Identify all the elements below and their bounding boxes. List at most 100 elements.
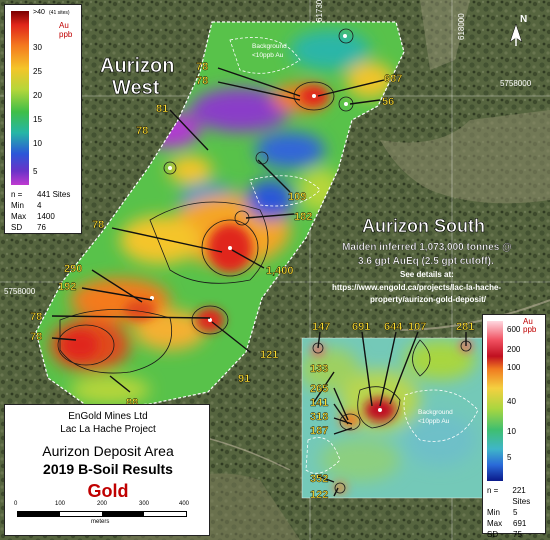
legend-west-unit-1: Au <box>59 21 69 30</box>
scale-unit: meters <box>91 519 110 525</box>
anno-west-9: 1,400 <box>266 265 294 277</box>
stat-value: 221 Sites <box>512 486 531 506</box>
anno-west-4: 81 <box>156 103 168 115</box>
anno-west-13: 78 <box>30 331 42 343</box>
anno-west-8: 78 <box>92 219 104 231</box>
legend-south-tick-1: 200 <box>507 345 521 354</box>
stat-value: 76 <box>37 223 46 232</box>
legend-west-top-sub: (41 sites) <box>49 10 70 16</box>
color-scale-west <box>11 11 29 185</box>
anno-west-10: 290 <box>64 263 82 275</box>
stat-value: 4 <box>37 201 42 210</box>
legend-west-tick-2: 20 <box>33 91 42 100</box>
south-info-line1: Maiden inferred 1,073,000 tonnes @ <box>342 242 512 253</box>
south-background-contours <box>305 389 479 474</box>
legend-south-unit-1: Au <box>523 317 533 326</box>
legend-west-tick-0: 30 <box>33 43 42 52</box>
legend-west-tick-4: 10 <box>33 139 42 148</box>
anno-west-12: 78 <box>30 311 42 323</box>
coord-northing-right: 5758000 <box>500 79 532 88</box>
anno-west-7: 182 <box>294 211 312 223</box>
legend-south-stats: n = 221 Sites Min 5 Max 691 SD 75 <box>487 485 545 540</box>
north-arrow-icon <box>509 23 523 46</box>
anno-west-15: 91 <box>238 373 250 385</box>
legend-south-tick-0: 600 <box>507 325 521 334</box>
coord-easting-2: 618000 <box>457 13 466 40</box>
stat-key: SD <box>11 223 23 232</box>
south-contours <box>312 339 472 494</box>
anno-south-8: 318 <box>310 411 328 423</box>
stat-key: Min <box>487 508 500 517</box>
legend-south-tick-4: 10 <box>507 427 516 436</box>
region-west-title-line2: West <box>112 77 160 99</box>
south-info-line3: See details at: <box>400 270 454 279</box>
anno-west-14: 121 <box>260 349 278 361</box>
legend-south-tick-3: 40 <box>507 397 516 406</box>
scale-label-0: 0 <box>14 501 18 507</box>
south-info-line5[interactable]: property/aurizon-gold-deposit/ <box>370 295 487 304</box>
north-label: N <box>520 14 527 25</box>
sample-markers <box>150 34 382 412</box>
south-info-line4[interactable]: https://www.engold.ca/projects/lac-la-ha… <box>332 283 501 292</box>
stat-value: 1400 <box>37 212 55 221</box>
legend-west-stats: n = 441 Sites Min 4 Max 1400 SD 76 <box>11 189 70 233</box>
anno-south-4: 281 <box>456 321 474 333</box>
road-line <box>399 299 550 331</box>
legend-west-unit-2: ppb <box>59 30 73 39</box>
scale-label-1: 100 <box>55 501 66 507</box>
legend-west-tick-1: 25 <box>33 67 42 76</box>
stat-key: n = <box>11 190 23 199</box>
west-survey-boundary <box>35 21 405 409</box>
background-label-south-2: <10ppb Au <box>418 418 450 425</box>
clearing-area <box>380 110 550 204</box>
company-name: EnGold Mines Ltd <box>68 411 148 422</box>
background-label-west-1: Background <box>252 43 287 50</box>
results-title: 2019 B-Soil Results <box>43 461 173 477</box>
anno-south-3: 107 <box>408 321 426 333</box>
stat-value: 441 Sites <box>37 190 71 199</box>
anno-south-5: 133 <box>310 363 328 375</box>
area-title: Aurizon Deposit Area <box>42 443 174 459</box>
leader-lines <box>51 67 467 497</box>
anno-south-11: 122 <box>310 489 328 501</box>
legend-south: Au ppb 600 200 100 40 10 5 n = 221 Sites … <box>482 314 546 539</box>
legend-south-tick-5: 5 <box>507 453 512 462</box>
stat-key: Min <box>11 201 24 210</box>
anno-west-3: 56 <box>382 96 394 108</box>
anno-west-5: 78 <box>136 125 148 137</box>
anno-south-0: 147 <box>312 321 330 333</box>
stat-value: 75 <box>513 530 522 539</box>
anno-west-0: 78 <box>196 61 208 73</box>
scale-label-4: 400 <box>179 501 190 507</box>
region-south-title: Aurizon South <box>362 216 485 236</box>
anno-south-7: 141 <box>310 397 328 409</box>
anno-west-2: 687 <box>384 73 402 85</box>
west-background-contours <box>229 37 321 207</box>
anno-south-9: 187 <box>310 425 328 437</box>
title-panel: EnGold Mines Ltd Lac La Hache Project Au… <box>4 404 210 536</box>
anno-south-10: 352 <box>310 473 328 485</box>
anno-west-1: 78 <box>196 75 208 87</box>
coord-northing-left: 5758000 <box>4 287 36 296</box>
element-title: Gold <box>87 481 129 501</box>
stat-key: Max <box>487 519 503 528</box>
stat-value: 5 <box>513 508 518 517</box>
legend-west-top: >40 <box>33 9 45 16</box>
legend-west: >40 (41 sites) Au ppb 30 25 20 15 10 5 n… <box>4 4 82 234</box>
anno-west-11: 192 <box>58 281 76 293</box>
stat-key: n = <box>487 486 499 495</box>
background-label-south-1: Background <box>418 409 453 416</box>
legend-south-tick-2: 100 <box>507 363 521 372</box>
clearing-area-north <box>420 0 470 70</box>
legend-south-unit-2: ppb <box>523 325 537 334</box>
stat-value: 691 <box>513 519 527 528</box>
project-name: Lac La Hache Project <box>60 424 156 435</box>
background-label-west-2: <10ppb Au <box>252 52 284 59</box>
anno-south-6: 265 <box>310 383 328 395</box>
color-scale-south <box>487 321 503 481</box>
scale-label-2: 200 <box>97 501 108 507</box>
stat-key: SD <box>487 530 499 539</box>
anno-west-6: 109 <box>288 191 306 203</box>
